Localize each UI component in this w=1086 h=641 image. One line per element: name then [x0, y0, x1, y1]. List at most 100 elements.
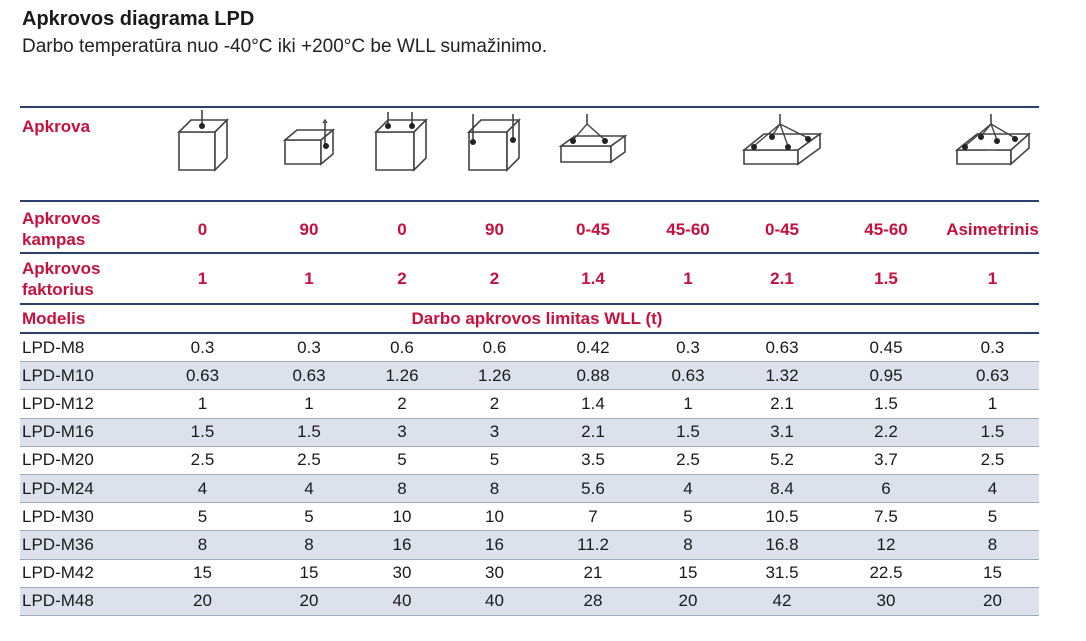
- angle-cell: 0-45: [764, 219, 800, 239]
- wll-cell: 8: [397, 478, 407, 498]
- wll-cell: 0.45: [869, 337, 903, 357]
- wll-cell: 16: [392, 534, 412, 554]
- wll-cell: 12: [876, 534, 896, 554]
- angle-cell: 90: [299, 219, 319, 239]
- wll-cell: 0.3: [190, 337, 215, 357]
- wll-cell: 5: [683, 506, 693, 526]
- factor-cell: 1: [304, 269, 314, 288]
- wll-cell: 8: [987, 534, 998, 554]
- wll-cell: 0.3: [980, 337, 1005, 357]
- wll-cell: 1: [683, 393, 693, 413]
- load-factor-row: Apkrovos faktorius 1 1 2 2 1.4 1 2.1 1.5…: [20, 254, 1039, 305]
- factor-cell: 2: [397, 269, 407, 288]
- wll-cell: 2.5: [190, 450, 215, 470]
- wll-cell: 4: [987, 478, 998, 498]
- table-row: LPD-M10 0.63 0.63 1.26 1.26 0.88 0.63 1.32 0.95 0…: [20, 362, 1039, 391]
- model-cell: LPD-M16: [22, 422, 94, 442]
- load-angle-row: Apkrovos kampas 0 90 0 90 0-45 45-60 0-4…: [20, 202, 1039, 254]
- asymmetric-sling-load-icon: [946, 108, 1039, 174]
- wll-cell: 8: [683, 534, 693, 554]
- wll-cell: 20: [678, 591, 698, 611]
- page-title: Apkrovos diagrama LPD: [22, 8, 255, 30]
- wll-cell: 0.42: [576, 337, 610, 357]
- wll-cell: 2.5: [676, 450, 700, 470]
- angle-cell: 0-45: [575, 219, 611, 239]
- two-leg-sling-load-icon: [548, 108, 638, 174]
- load-angle-header: Apkrovos kampas: [20, 208, 150, 250]
- wll-cell: 11.2: [577, 534, 609, 554]
- two-leg-sling-load-icon-2: [638, 108, 738, 110]
- load-factor-header-line2: faktorius: [22, 279, 94, 299]
- table-row: LPD-M36 8 8 16 16 11.2 8 16.8 12 8: [20, 531, 1039, 560]
- wll-cell: 2.1: [581, 422, 605, 442]
- wll-cell: 0.88: [576, 365, 610, 385]
- model-cell: LPD-M8: [22, 337, 85, 357]
- table-row: LPD-M24 4 4 8 8 5.6 4 8.4 6 4: [20, 474, 1039, 504]
- wll-cell: 4: [197, 478, 208, 498]
- factor-cell: 1.5: [874, 269, 898, 288]
- wll-cell: 8.4: [770, 478, 794, 498]
- two-leg-90-load-icon: [441, 108, 548, 174]
- wll-cell: 1.32: [765, 365, 799, 385]
- model-cell: LPD-M42: [22, 563, 94, 583]
- model-cell: LPD-M10: [22, 365, 94, 385]
- angle-cell: 0: [397, 219, 407, 239]
- wll-cell: 31.5: [765, 563, 799, 583]
- wll-cell: 0.6: [390, 337, 414, 357]
- factor-cell: 1: [683, 269, 693, 288]
- wll-cell: 0.3: [297, 337, 321, 357]
- wll-cell: 40: [485, 591, 504, 611]
- four-leg-sling-load-icon-2: [826, 108, 946, 110]
- wll-cell: 1.5: [874, 393, 898, 413]
- wll-cell: 5: [304, 506, 314, 526]
- wll-cell: 15: [299, 563, 319, 583]
- data-rows: LPD-M8 0.3 0.3 0.6 0.6 0.42 0.3 0.63 0.45 0.3 LPD-…: [20, 334, 1039, 616]
- load-angle-header-line1: Apkrovos: [22, 209, 101, 228]
- wll-cell: 3: [397, 422, 407, 442]
- model-cell: LPD-M12: [22, 393, 94, 413]
- wll-cell: 20: [983, 591, 1002, 611]
- table-row: LPD-M8 0.3 0.3 0.6 0.6 0.42 0.3 0.63 0.45 0.3: [20, 334, 1039, 363]
- wll-cell: 10: [392, 506, 412, 526]
- wll-cell: 0.63: [765, 337, 799, 357]
- wll-cell: 8: [304, 534, 314, 554]
- wll-cell: 3: [489, 422, 500, 442]
- wll-cell: 1.26: [385, 365, 419, 385]
- wll-cell: 28: [583, 591, 603, 611]
- wll-cell: 2.2: [874, 422, 898, 442]
- factor-cell: 2: [489, 269, 500, 288]
- wll-cell: 22.5: [869, 563, 903, 583]
- four-leg-sling-load-icon: [738, 108, 826, 174]
- wll-cell: 15: [678, 563, 698, 583]
- factor-cell: 1: [987, 269, 998, 288]
- factor-cell: 1.4: [581, 269, 605, 288]
- wll-cell: 30: [485, 563, 504, 583]
- model-cell: LPD-M20: [22, 450, 94, 470]
- wll-header: Darbo apkrovos limitas WLL (t): [411, 309, 663, 328]
- wll-cell: 8: [489, 478, 500, 498]
- wll-cell: 1.26: [477, 365, 512, 385]
- wll-cell: 1: [304, 393, 314, 413]
- wll-cell: 5: [489, 450, 500, 470]
- model-cell: LPD-M30: [22, 506, 94, 526]
- wll-cell: 5.2: [770, 450, 794, 470]
- wll-cell: 2: [489, 393, 500, 413]
- factor-cell: 1: [197, 269, 208, 288]
- wll-cell: 0.63: [185, 365, 220, 385]
- wll-cell: 20: [299, 591, 319, 611]
- wll-cell: 3.1: [770, 422, 794, 442]
- wll-cell: 1: [987, 393, 998, 413]
- wll-cell: 0.3: [676, 337, 700, 357]
- table-row: LPD-M16 1.5 1.5 3 3 2.1 1.5 3.1 2.2 1.5: [20, 418, 1039, 447]
- table-row: LPD-M48 20 20 40 40 28 20 42 30 20: [20, 587, 1039, 616]
- two-leg-vertical-load-icon: [363, 108, 441, 174]
- wll-cell: 15: [983, 563, 1002, 583]
- table-row: LPD-M30 5 5 10 10 7 5 10.5 7.5 5: [20, 503, 1039, 532]
- wll-cell: 4: [683, 478, 693, 498]
- load-table: Apkrova: [20, 106, 1039, 616]
- wll-cell: 1: [197, 393, 208, 413]
- wll-cell: 5: [197, 506, 208, 526]
- wll-cell: 0.63: [975, 365, 1010, 385]
- wll-cell: 5.6: [581, 478, 605, 498]
- wll-cell: 42: [772, 591, 792, 611]
